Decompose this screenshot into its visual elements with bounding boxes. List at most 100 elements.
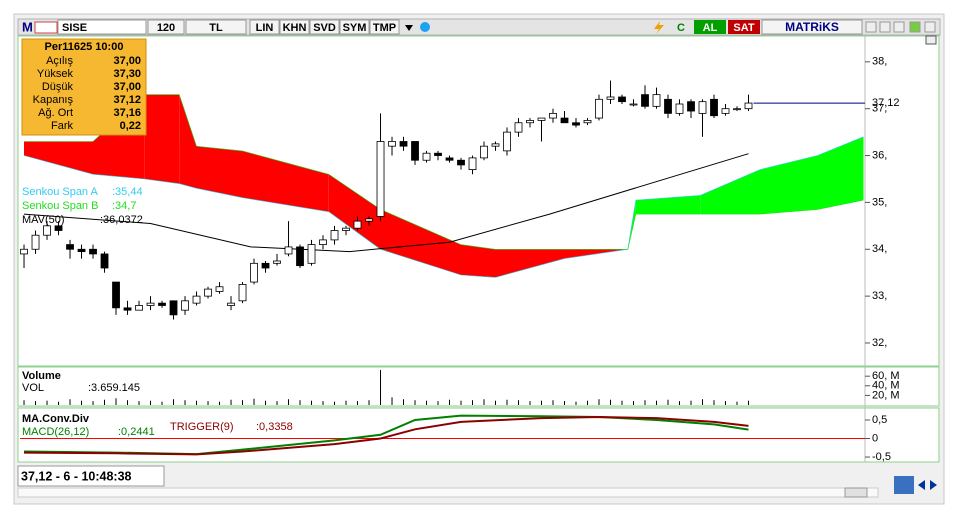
window-icon[interactable]: [893, 21, 905, 33]
buy-box[interactable]: [694, 20, 726, 34]
candle-body: [204, 288, 212, 297]
toolbar-button-label[interactable]: SVD: [313, 22, 336, 34]
macd-panel: [17, 407, 940, 463]
ichimoku-cloud: [700, 169, 760, 215]
y-tick-label: 60, M: [872, 370, 900, 382]
toolbar-button-label[interactable]: TMP: [373, 22, 396, 34]
close-icon[interactable]: [924, 21, 936, 33]
info-label: Fark: [51, 120, 74, 132]
candle-body: [733, 108, 741, 111]
toolbar-button[interactable]: [249, 19, 280, 35]
toolbar-button-label[interactable]: KHN: [283, 22, 307, 34]
ichimoku-cloud: [817, 136, 864, 210]
series-line: [23, 415, 749, 456]
period-box[interactable]: [147, 19, 185, 35]
legend-name: MACD(26,12): [22, 426, 89, 438]
c-button[interactable]: C: [677, 22, 685, 34]
candle-body: [641, 94, 649, 107]
period[interactable]: 120: [157, 22, 175, 34]
legend-value: :35,44: [112, 186, 143, 198]
currency[interactable]: TL: [209, 22, 223, 34]
dropdown[interactable]: [405, 25, 413, 31]
candle-body: [537, 117, 546, 121]
scroll-thumb[interactable]: [844, 487, 868, 498]
candle-body: [77, 248, 86, 253]
currency-box[interactable]: [185, 19, 247, 35]
y-tick-label: 38,: [872, 56, 887, 68]
ichimoku-cloud: [196, 146, 243, 198]
candle-body: [388, 141, 396, 147]
toolbar-button-label[interactable]: SYM: [343, 22, 367, 34]
candle-body: [342, 227, 350, 231]
panel-icon[interactable]: [925, 35, 937, 45]
legend-value: :0,3358: [256, 421, 293, 433]
series-line: [23, 136, 864, 278]
candle-body: [618, 96, 626, 103]
symbol-box[interactable]: [57, 19, 147, 35]
candle-body: [100, 253, 109, 269]
ichimoku-cloud: [635, 195, 701, 215]
info-label: Yüksek: [37, 68, 74, 80]
nav-arrows[interactable]: [918, 480, 937, 490]
buy-button[interactable]: AL: [703, 22, 718, 34]
ichimoku-cloud: [495, 249, 565, 278]
panel-title: Volume: [22, 370, 61, 382]
sell-button[interactable]: SAT: [733, 22, 754, 34]
candle-body: [158, 302, 166, 306]
toolbar-button-label[interactable]: LIN: [256, 22, 274, 34]
window-icon[interactable]: [909, 21, 921, 33]
brand: MATRiKS: [785, 20, 839, 34]
candle-body: [468, 157, 477, 171]
candle-body: [606, 96, 615, 100]
scrollbar[interactable]: [17, 487, 879, 498]
info-title: Per11625 10:00: [45, 41, 124, 53]
symbol[interactable]: SISE: [62, 22, 87, 34]
candle-body: [181, 300, 189, 311]
sell-box[interactable]: [728, 20, 760, 34]
y-tick-label: 0: [872, 432, 878, 444]
window-icon[interactable]: [865, 21, 877, 33]
candle-body: [330, 230, 339, 241]
legend-value: :0,2441: [118, 426, 155, 438]
symbol-prefix: M: [22, 19, 33, 34]
series-line: [24, 94, 864, 250]
y-tick-label: 0,5: [872, 414, 887, 426]
y-tick-label: 20, M: [872, 389, 900, 401]
toolbar-button[interactable]: [339, 19, 370, 35]
twitter-icon[interactable]: [420, 22, 430, 32]
toolbar-button[interactable]: [279, 19, 310, 35]
info-label: Açılış: [46, 55, 73, 67]
candle-body: [422, 152, 431, 161]
ichimoku-cloud: [242, 150, 329, 212]
info-label: Kapanış: [33, 94, 74, 106]
info-value: 37,00: [113, 81, 141, 93]
candle-body: [192, 295, 201, 304]
candle-body: [66, 244, 74, 250]
candle-body: [698, 101, 707, 114]
legend-name: Senkou Span A: [22, 186, 99, 198]
candle-body: [238, 284, 247, 302]
toolbar-button[interactable]: [309, 19, 340, 35]
candle-body: [273, 260, 281, 264]
candle-body: [123, 307, 132, 311]
candle-body: [31, 234, 40, 250]
candle-body: [595, 98, 603, 119]
candle-body: [411, 141, 419, 161]
info-label: Düşük: [42, 81, 74, 93]
lightning-icon[interactable]: [654, 21, 664, 34]
candle-body: [560, 117, 569, 124]
candle-body: [445, 157, 454, 161]
info-value: 0,22: [120, 120, 141, 132]
window-icon[interactable]: [879, 21, 891, 33]
candle-body: [549, 112, 557, 119]
toolbar-button[interactable]: [369, 19, 400, 35]
info-label: Ağ. Ort: [38, 107, 73, 119]
candle-body: [169, 300, 178, 316]
candle-body: [227, 302, 235, 306]
refresh-button[interactable]: [894, 476, 914, 494]
candle-body: [284, 246, 293, 255]
logo: [34, 21, 58, 34]
ichimoku-cloud: [461, 244, 496, 278]
